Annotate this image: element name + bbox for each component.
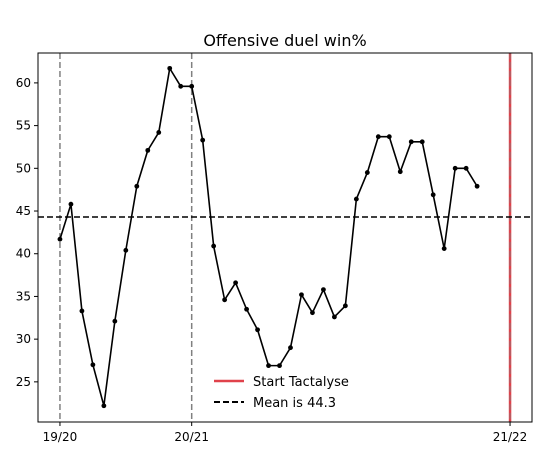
- data-point: [244, 306, 249, 312]
- data-point: [277, 363, 282, 369]
- data-point: [101, 403, 107, 409]
- y-tick-label: 30: [16, 332, 31, 346]
- data-point: [68, 201, 74, 207]
- data-point: [167, 65, 173, 71]
- legend: Start Tactalyse Mean is 44.3: [214, 375, 349, 411]
- data-point: [266, 363, 271, 369]
- data-point: [321, 287, 326, 293]
- series-line: [59, 67, 478, 407]
- data-point: [200, 137, 206, 143]
- data-point: [397, 169, 403, 175]
- data-point: [189, 83, 195, 89]
- data-point: [463, 165, 469, 171]
- data-point: [178, 83, 184, 89]
- legend-start-label: Start Tactalyse: [253, 375, 349, 390]
- data-point: [310, 310, 315, 316]
- y-tick-label: 45: [16, 204, 31, 218]
- data-point: [452, 165, 458, 171]
- data-point: [342, 303, 348, 309]
- data-point: [353, 196, 359, 202]
- x-tick-label: 20/21: [174, 430, 209, 444]
- data-point: [90, 362, 96, 368]
- data-point: [134, 183, 140, 189]
- data-point: [156, 130, 162, 135]
- chart-title: Offensive duel win%: [203, 31, 366, 50]
- y-tick-label: 55: [16, 119, 31, 133]
- x-tick-label: 19/20: [43, 430, 78, 444]
- data-point: [441, 246, 447, 252]
- data-point: [386, 134, 392, 140]
- data-point: [419, 139, 425, 145]
- data-point: [222, 297, 228, 303]
- x-tick-label: 21/22: [493, 430, 528, 444]
- data-point: [255, 327, 260, 333]
- y-tick-label: 50: [16, 161, 31, 175]
- y-tick-label: 35: [16, 289, 31, 303]
- data-point: [375, 134, 381, 140]
- y-tick-label: 25: [16, 375, 31, 389]
- y-tick-label: 40: [16, 247, 31, 261]
- y-tick-label: 60: [16, 76, 31, 90]
- plot-frame: [37, 52, 533, 423]
- data-point: [430, 192, 436, 198]
- data-point: [233, 280, 239, 286]
- data-point: [299, 292, 304, 298]
- data-point: [364, 170, 370, 175]
- data-point: [288, 345, 293, 351]
- data-point: [57, 236, 63, 242]
- data-point: [123, 247, 129, 253]
- data-point: [145, 147, 151, 153]
- data-point: [408, 139, 414, 145]
- legend-mean-label: Mean is 44.3: [253, 396, 336, 411]
- data-point: [211, 243, 217, 249]
- data-point: [79, 308, 85, 314]
- data-point: [332, 314, 337, 320]
- data-point: [112, 318, 118, 324]
- data-point: [474, 183, 480, 189]
